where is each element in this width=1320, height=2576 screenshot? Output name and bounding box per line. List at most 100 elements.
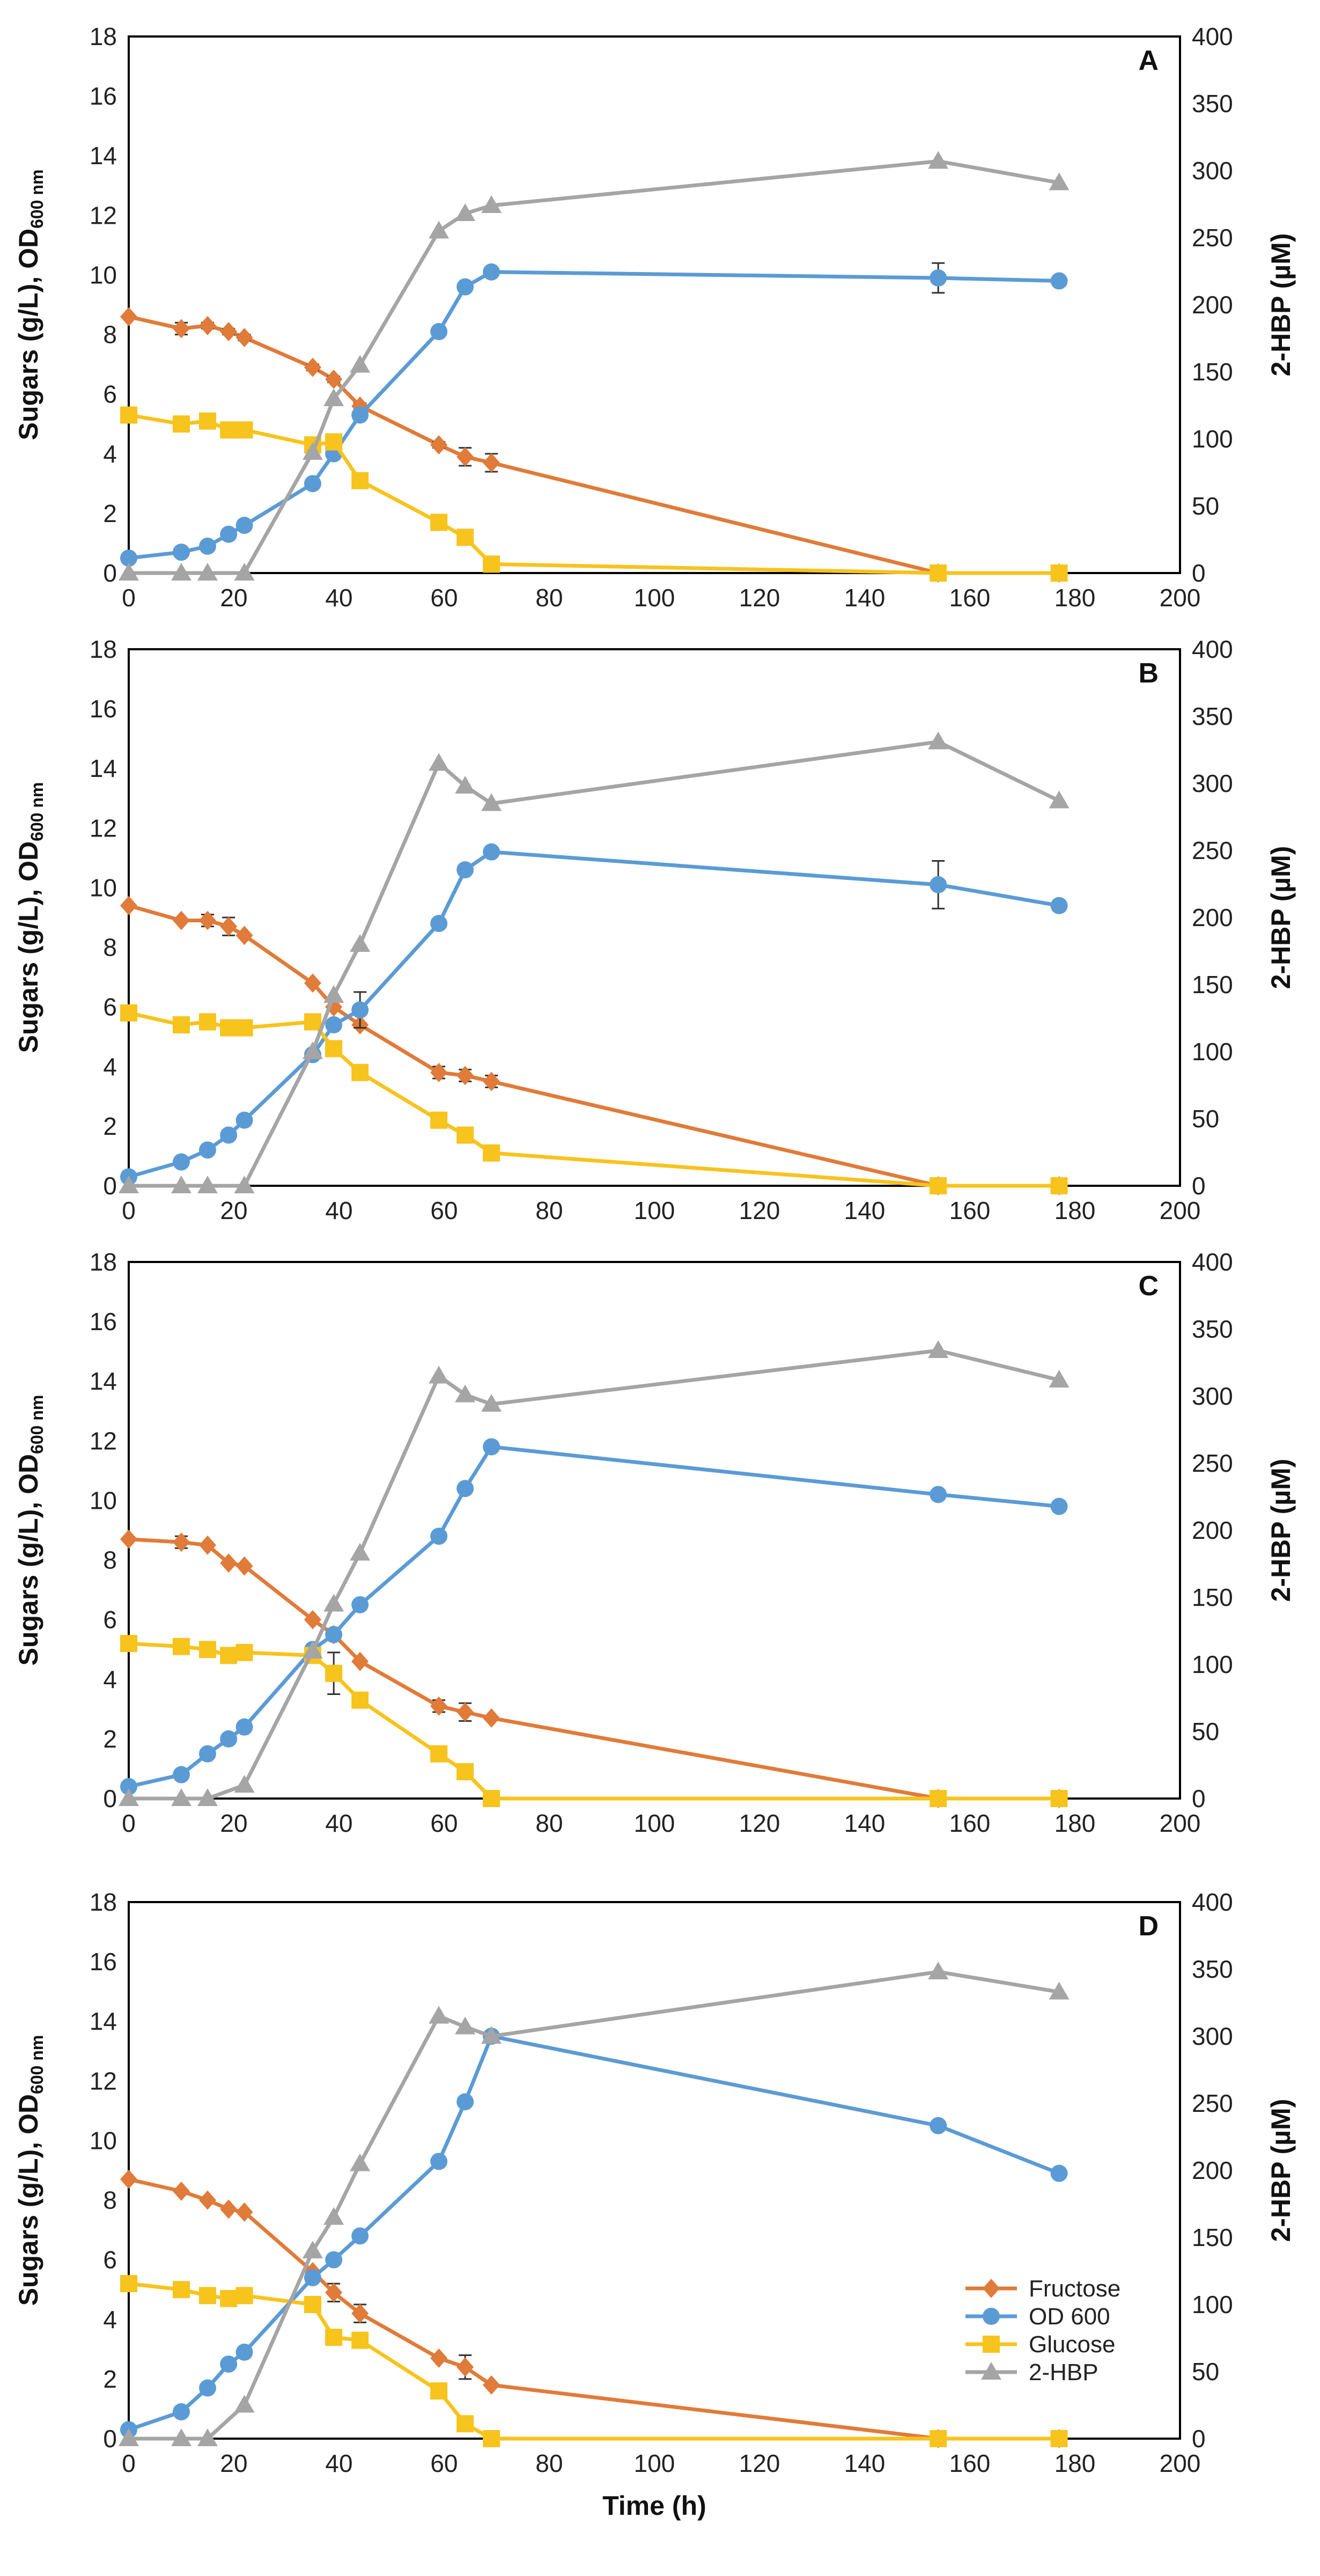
data-point (1050, 1177, 1068, 1194)
data-point (220, 1019, 238, 1037)
chart-panel-c: 0246810121416180501001502002503003504000… (13, 1248, 1296, 1837)
legend-label: Fructose (1029, 2276, 1120, 2302)
data-point (220, 421, 238, 439)
y2-tick-label: 350 (1192, 1955, 1233, 1983)
data-point (220, 916, 238, 936)
series-od-600 (120, 262, 1068, 567)
y-tick-label: 10 (90, 1486, 117, 1514)
data-point (350, 355, 371, 373)
y-tick-label: 16 (90, 82, 117, 110)
y-tick-label: 6 (103, 993, 117, 1021)
data-point (235, 517, 253, 534)
x-tick-label: 180 (1054, 1197, 1096, 1224)
data-point (220, 1553, 238, 1573)
y2-tick-label: 100 (1192, 425, 1233, 453)
data-point (197, 1788, 218, 1806)
data-point (483, 1790, 500, 1807)
y-tick-label: 10 (90, 261, 117, 289)
panel-label: D (1138, 1911, 1159, 1942)
y-axis-title-main: Sugars (g/L), OD (13, 229, 43, 440)
data-point (323, 2207, 344, 2225)
y2-tick-label: 0 (1192, 2425, 1206, 2453)
legend-label: Glucose (1029, 2331, 1115, 2358)
data-point (119, 2428, 139, 2446)
data-point (173, 319, 190, 339)
x-tick-label: 160 (949, 2449, 991, 2477)
data-point (325, 2329, 343, 2346)
series-glucose (120, 2275, 1068, 2447)
y2-tick-label: 200 (1192, 2156, 1233, 2184)
data-point (430, 1696, 448, 1716)
data-point (351, 406, 369, 424)
panel-label: C (1138, 1271, 1159, 1302)
data-point (220, 2289, 238, 2307)
data-point (120, 2275, 137, 2293)
data-point (483, 1438, 500, 1456)
y-axis-title: Sugars (g/L), OD600 nm (13, 782, 47, 1053)
data-point (456, 2093, 474, 2111)
data-point (199, 2287, 216, 2305)
data-point (304, 357, 321, 377)
series-od-600 (120, 843, 1068, 1186)
data-point (351, 1652, 369, 1671)
data-point (456, 1480, 474, 1498)
y-axis-title-subscript: 600 nm (27, 170, 47, 229)
data-point (173, 415, 190, 433)
x-tick-label: 140 (844, 584, 886, 612)
series-od-600 (120, 2028, 1068, 2439)
data-point (430, 1745, 448, 1763)
x-tick-label: 20 (220, 1197, 247, 1224)
x-tick-label: 40 (325, 584, 352, 612)
y-tick-label: 6 (103, 2246, 117, 2274)
y2-tick-label: 150 (1192, 2223, 1233, 2251)
series-line (129, 1348, 1060, 1801)
data-point (481, 2026, 502, 2044)
y-tick-label: 4 (103, 2306, 117, 2333)
data-point (430, 915, 448, 933)
y2-tick-label: 300 (1192, 769, 1233, 797)
y2-axis-title: 2-HBP (µM) (1266, 846, 1296, 989)
data-point (350, 934, 371, 952)
x-tick-label: 0 (122, 2449, 136, 2477)
x-tick-label: 40 (325, 1197, 352, 1224)
data-point (930, 1177, 947, 1194)
data-point (235, 1019, 253, 1037)
data-point (430, 2349, 448, 2368)
y-tick-label: 14 (90, 754, 117, 782)
y-tick-label: 4 (103, 440, 117, 468)
data-point (930, 1486, 947, 1503)
data-point (197, 2428, 218, 2446)
data-point (235, 421, 253, 439)
x-tick-label: 20 (220, 2449, 247, 2477)
data-point (1050, 897, 1068, 914)
panel-label: B (1138, 658, 1159, 689)
data-point (199, 1141, 216, 1159)
data-point (173, 1016, 190, 1033)
legend-label: 2-HBP (1029, 2359, 1098, 2386)
y-tick-label: 16 (90, 695, 117, 723)
data-point (430, 1062, 448, 1082)
x-tick-label: 20 (220, 1809, 247, 1837)
y-tick-label: 10 (90, 2126, 117, 2154)
series-od-600 (120, 1438, 1068, 1795)
data-point (481, 793, 502, 811)
data-point (483, 263, 500, 281)
data-point (930, 269, 947, 287)
data-point (220, 1126, 238, 1144)
data-point (350, 1543, 371, 1561)
data-point (325, 1040, 343, 1058)
y2-tick-label: 0 (1192, 1172, 1206, 1200)
data-point (235, 1556, 253, 1576)
data-point (456, 278, 474, 296)
series-line (129, 740, 1060, 1188)
data-point (220, 525, 238, 543)
data-point (197, 563, 218, 581)
data-point (430, 323, 448, 340)
x-tick-label: 100 (634, 584, 675, 612)
y2-tick-label: 0 (1192, 1785, 1206, 1812)
x-tick-label: 160 (949, 584, 991, 612)
x-tick-label: 120 (739, 2449, 780, 2477)
x-tick-label: 20 (220, 584, 247, 612)
y2-axis-title: 2-HBP (µM) (1266, 2099, 1296, 2242)
